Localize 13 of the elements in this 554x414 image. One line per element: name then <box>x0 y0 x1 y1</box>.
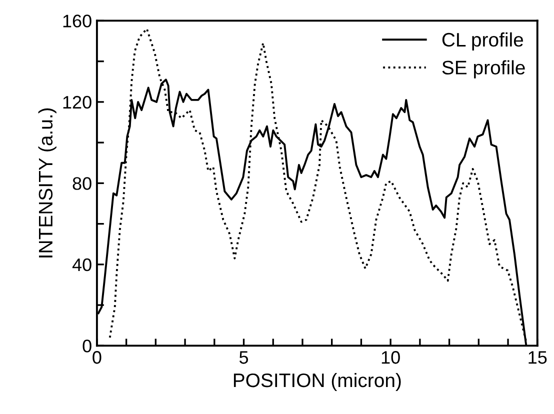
y-tick-label: 0 <box>82 340 92 352</box>
x-tick-label: 0 <box>92 351 102 364</box>
y-tick-label: 160 <box>63 14 92 28</box>
y-axis-title: INTENSITY (a.u.) <box>38 108 56 258</box>
x-tick-label: 15 <box>528 351 547 364</box>
x-tick-label: 10 <box>382 351 400 364</box>
x-tick-label: 5 <box>239 351 248 364</box>
legend-label: SE profile <box>442 60 525 78</box>
y-tick-label: 120 <box>63 96 92 109</box>
y-tick-label: 40 <box>72 258 92 272</box>
legend-label: CL profile <box>442 32 524 50</box>
x-axis-title: POSITION (micron) <box>234 372 401 392</box>
y-tick-label: 80 <box>72 177 92 190</box>
